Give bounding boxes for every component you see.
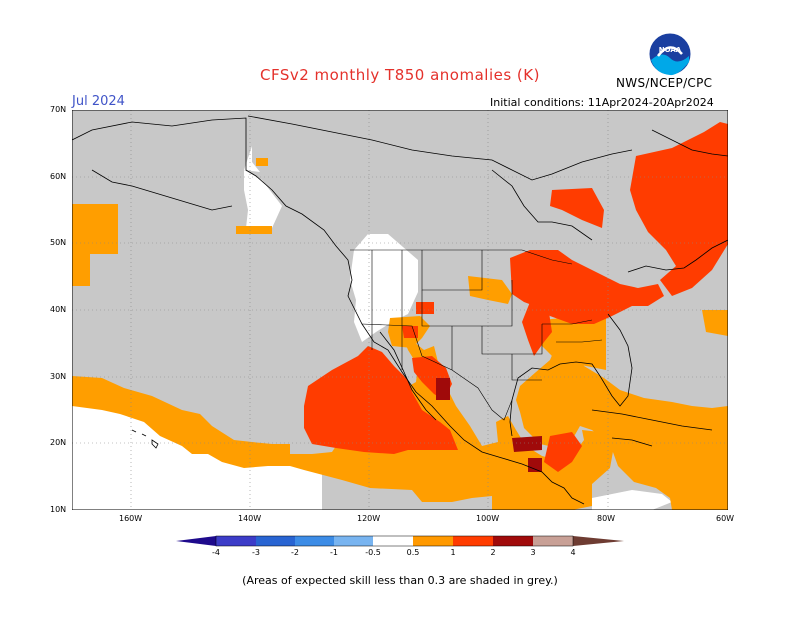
political-borders <box>350 249 603 421</box>
lat-label-40n: 40N <box>50 305 67 314</box>
lon-label-80w: 80W <box>597 514 616 523</box>
skill-footnote: (Areas of expected skill less than 0.3 a… <box>242 574 558 587</box>
hawaii-islands <box>131 429 159 449</box>
colorbar-segment-1-05 <box>334 536 373 546</box>
lat-label-60n: 60N <box>50 172 67 181</box>
colorbar-label: 0.5 <box>406 548 420 557</box>
colorbar-segment-3-2 <box>256 536 295 546</box>
anomaly-map <box>72 110 728 510</box>
warm-anomaly-regions <box>72 158 728 510</box>
colorbar-label: -3 <box>252 548 260 557</box>
colorbar-label: 4 <box>570 548 576 557</box>
initial-conditions: Initial conditions: 11Apr2024-20Apr2024 <box>490 96 714 109</box>
graticule <box>72 110 728 510</box>
lon-label-160w: 160W <box>119 514 143 523</box>
coastlines <box>72 115 728 505</box>
colorbar-label: -2 <box>291 548 299 557</box>
colorbar-label: 2 <box>490 548 496 557</box>
colorbar-segment-2-3 <box>493 536 533 546</box>
colorbar-segment-4-3 <box>216 536 256 546</box>
lon-label-60w: 60W <box>716 514 735 523</box>
strong-warm-anomaly-regions <box>304 122 728 472</box>
colorbar-label: -0.5 <box>365 548 381 557</box>
lat-label-10n: 10N <box>50 505 67 514</box>
colorbar-segment-2-1 <box>295 536 334 546</box>
lon-label-100w: 100W <box>476 514 500 523</box>
map-title: CFSv2 monthly T850 anomalies (K) <box>260 66 540 84</box>
logo-text: NOAA <box>659 46 682 54</box>
colorbar-segment-neutral <box>373 536 413 546</box>
colorbar-segment-3-4 <box>533 536 573 546</box>
colorbar-segment-05-1 <box>413 536 453 546</box>
noaa-logo-icon: NOAA <box>648 32 692 76</box>
lon-label-140w: 140W <box>238 514 262 523</box>
agency-label: NWS/NCEP/CPC <box>616 76 713 90</box>
lat-label-30n: 30N <box>50 372 67 381</box>
colorbar-label: -4 <box>212 548 220 557</box>
colorbar-segment-gt-4 <box>573 536 624 546</box>
colorbar-segment-lt-4 <box>176 536 216 546</box>
lon-label-120w: 120W <box>357 514 381 523</box>
colorbar-segment-1-2 <box>453 536 493 546</box>
lat-label-20n: 20N <box>50 438 67 447</box>
colorbar <box>176 535 624 547</box>
colorbar-label: 3 <box>530 548 536 557</box>
lat-label-70n: 70N <box>50 105 67 114</box>
forecast-month: Jul 2024 <box>72 94 125 109</box>
colorbar-label: -1 <box>330 548 338 557</box>
lat-label-50n: 50N <box>50 238 67 247</box>
very-warm-anomaly-regions <box>436 378 542 472</box>
colorbar-label: 1 <box>450 548 456 557</box>
